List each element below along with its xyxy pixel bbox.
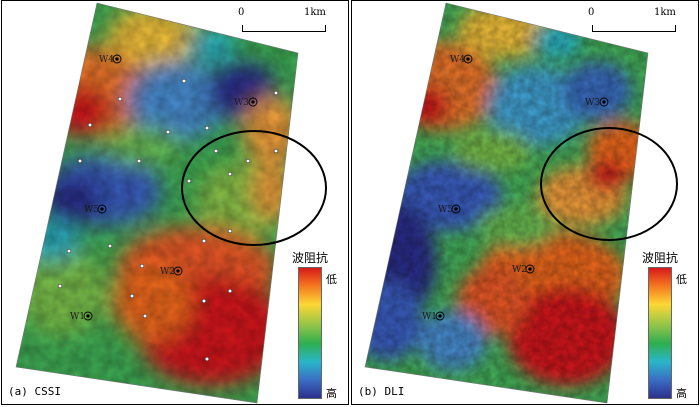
- panel-label: (b) DLI: [358, 385, 405, 398]
- well-label-w4: W4: [450, 55, 465, 65]
- legend-title: 波阻抗: [292, 251, 329, 265]
- scale-start-label: 0: [588, 7, 595, 18]
- highlight-ellipse: [540, 127, 678, 241]
- well-label-w3: W3: [585, 98, 600, 108]
- highlight-ellipse: [181, 130, 327, 246]
- legend-high-label: 高: [326, 387, 337, 400]
- well-label-w3: W3: [234, 98, 249, 108]
- panel-cssi: W4 W3 W5 W2 W1 0 1km 波阻抗 低 高 (a) CSSI: [1, 0, 349, 405]
- scale-line: [592, 31, 676, 32]
- legend-high-label: 高: [676, 387, 687, 400]
- scale-tick: [675, 25, 676, 31]
- scale-end-label: 1km: [654, 7, 676, 18]
- well-label-w2: W2: [160, 267, 175, 277]
- legend-color-bar: [648, 267, 672, 399]
- well-label-w4: W4: [99, 55, 114, 65]
- well-label-w5: W5: [84, 205, 99, 215]
- well-label-w2: W2: [512, 265, 527, 275]
- scale-start-label: 0: [238, 7, 245, 18]
- legend-low-label: 低: [676, 273, 687, 286]
- impedance-legend: 波阻抗 低 高: [292, 249, 338, 404]
- impedance-map-cssi: W4 W3 W5 W2 W1: [15, 2, 327, 404]
- scale-tick: [242, 25, 243, 31]
- well-label-w1: W1: [422, 312, 437, 322]
- impedance-legend: 波阻抗 低 高: [642, 249, 688, 404]
- scale-tick: [592, 25, 593, 31]
- scale-line: [242, 31, 326, 32]
- legend-low-label: 低: [326, 273, 337, 286]
- scale-end-label: 1km: [304, 7, 326, 18]
- impedance-map-dli: W4 W3 W5 W2 W1: [364, 2, 678, 404]
- well-label-w1: W1: [70, 312, 85, 322]
- panel-dli: W4 W3 W5 W2 W1 0 1km 波阻抗 低 高 (b) DLI: [351, 0, 699, 405]
- panel-label: (a) CSSI: [8, 385, 61, 398]
- well-label-w5: W5: [438, 205, 453, 215]
- scale-bar: 0 1km: [234, 7, 326, 35]
- scale-tick: [325, 25, 326, 31]
- legend-title: 波阻抗: [642, 251, 679, 265]
- scale-bar: 0 1km: [584, 7, 676, 35]
- legend-color-bar: [298, 267, 322, 399]
